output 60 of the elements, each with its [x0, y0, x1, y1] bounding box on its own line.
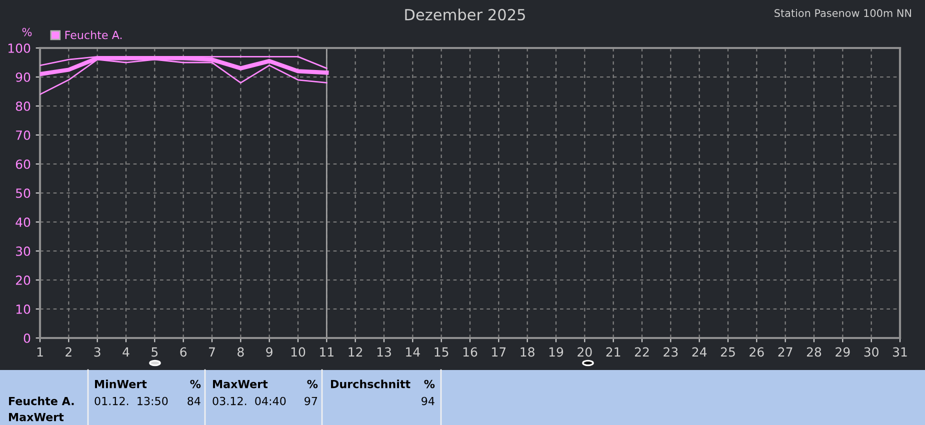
y-tick-label: 0	[24, 333, 30, 343]
x-tick-label: 20	[578, 347, 592, 357]
y-tick-label: 50	[16, 188, 30, 198]
x-tick-label: 12	[348, 347, 362, 357]
text: %	[307, 380, 318, 388]
x-tick-label: 5	[152, 347, 158, 357]
y-tick-label: 10	[16, 304, 30, 314]
text: %	[424, 380, 435, 388]
x-tick-label: 29	[836, 347, 850, 357]
x-tick-label: 14	[406, 347, 420, 357]
x-tick-label: 8	[238, 347, 244, 357]
legend-label: Feuchte A.	[65, 30, 122, 40]
x-tick-label: 30	[864, 347, 878, 357]
text: 01.12. 13:50	[94, 396, 168, 406]
x-tick-label: 18	[520, 347, 534, 357]
x-tick-label: 27	[778, 347, 792, 357]
x-tick-label: 6	[180, 347, 187, 357]
x-tick-label: 7	[209, 347, 215, 357]
x-tick-label: 19	[549, 347, 564, 357]
y-tick-label: 30	[16, 246, 30, 256]
y-axis-title: %	[22, 28, 32, 36]
text: 94	[422, 396, 434, 406]
text: 84	[188, 396, 200, 406]
x-tick-label: 31	[893, 347, 907, 357]
y-tick-label: 70	[16, 130, 30, 140]
x-tick-label: 24	[692, 347, 707, 357]
text: %	[190, 380, 201, 388]
x-tick-label: 23	[664, 347, 678, 357]
text: 97	[304, 396, 318, 406]
x-tick-label: 9	[266, 347, 272, 357]
text: MinWert	[95, 380, 147, 388]
y-tick-label: 60	[16, 159, 30, 169]
x-tick-label: 3	[94, 347, 100, 357]
x-tick-label: 28	[806, 347, 822, 357]
x-tick-label: 10	[291, 347, 306, 357]
x-tick-label: 26	[750, 347, 764, 357]
chart-subtitle: Station Pasenow 100m NN	[774, 8, 911, 18]
x-tick-label: 25	[720, 347, 735, 357]
line-series	[40, 58, 328, 96]
x-tick-label: 22	[634, 347, 649, 357]
y-tick-label: 100	[8, 43, 30, 53]
y-tick-label: 20	[16, 275, 30, 285]
y-tick-label: 90	[16, 72, 30, 82]
y-tick-label: 80	[16, 101, 30, 111]
x-tick-label: 11	[320, 347, 334, 357]
chart-title: Dezember 2025	[405, 8, 525, 20]
x-tick-label: 2	[66, 347, 72, 357]
x-tick-label: 13	[377, 347, 391, 357]
x-tick-label: 21	[606, 347, 620, 357]
x-tick-label: 17	[492, 347, 506, 357]
text: MaxWert	[213, 380, 268, 388]
y-tick-label: 40	[16, 217, 30, 227]
x-tick-label: 16	[463, 347, 478, 357]
x-tick-label: 4	[122, 347, 130, 357]
text: MaxWert	[9, 412, 64, 422]
text: 03.12. 04:40	[212, 396, 286, 406]
x-tick-label: 1	[37, 347, 43, 357]
text: Durchschnitt	[331, 380, 410, 388]
x-tick-label: 15	[434, 347, 448, 357]
text: Feuchte A.	[9, 396, 74, 406]
